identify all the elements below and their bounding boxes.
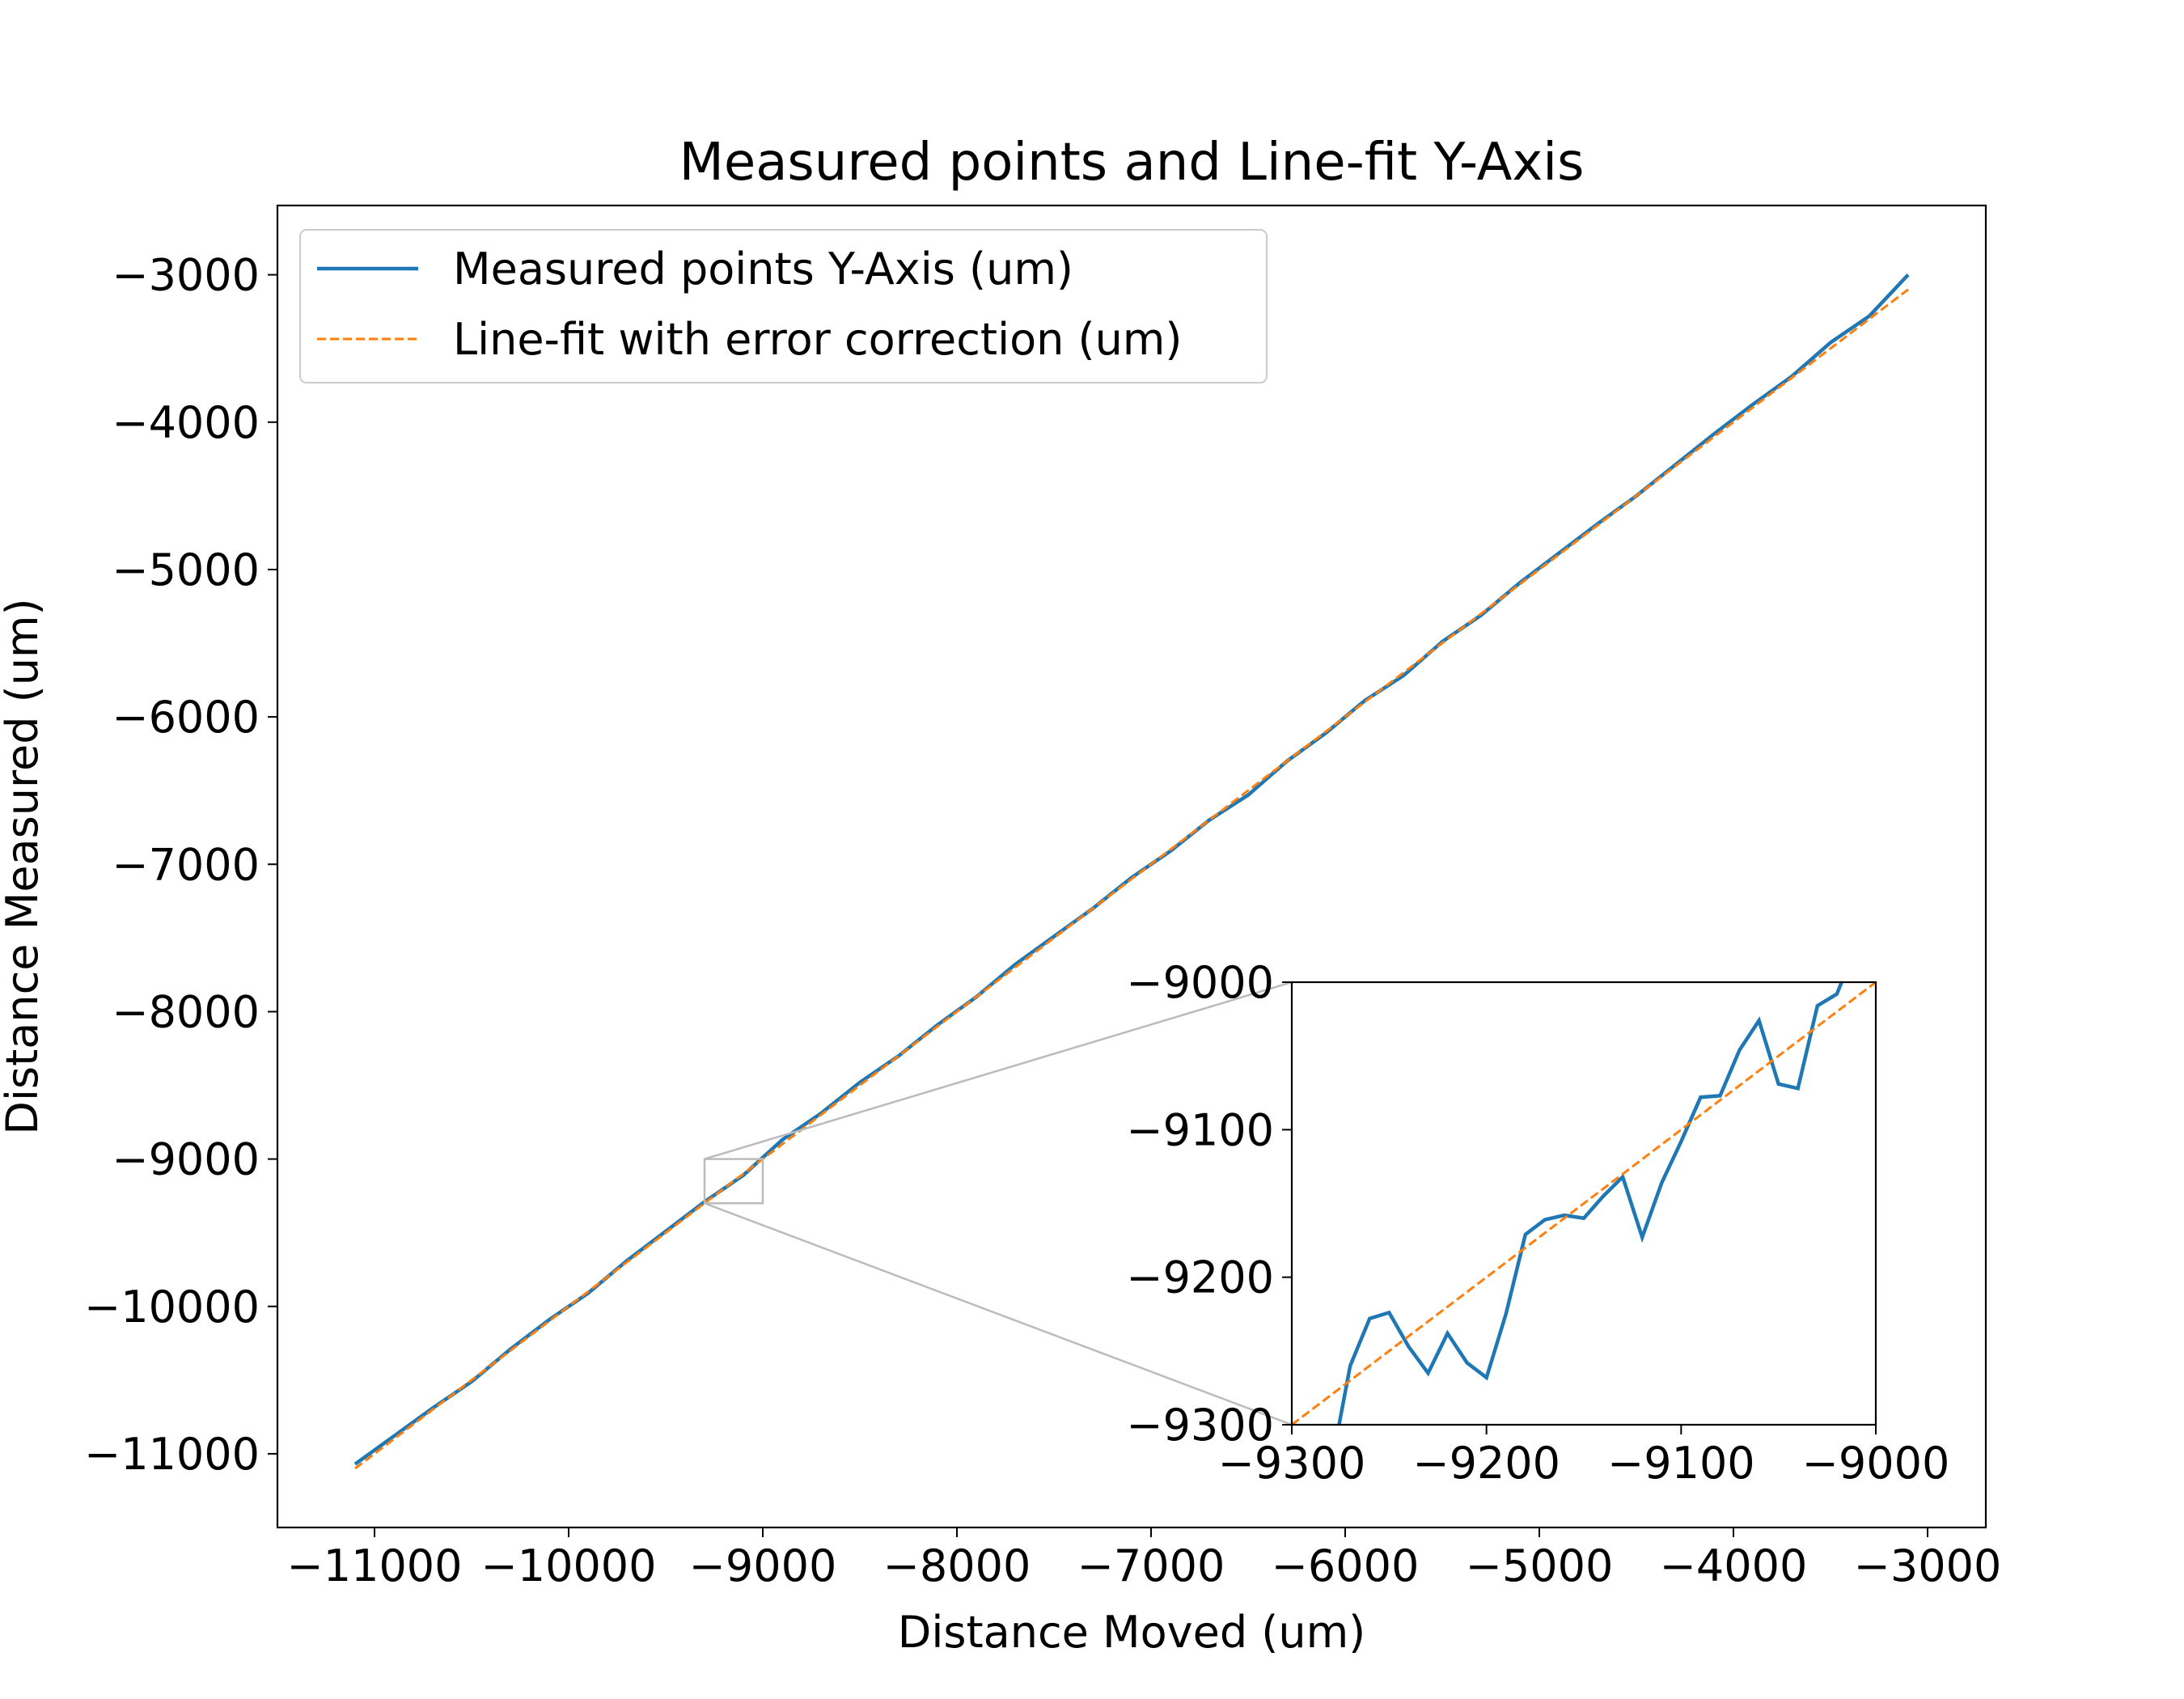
legend: Measured points Y-Axis (um) Line-fit with…	[299, 229, 1268, 383]
x-tick-label: −4000	[1660, 1540, 1808, 1591]
y-tick-label: −9100	[1126, 1104, 1274, 1155]
y-tick-label: −9000	[112, 1134, 260, 1185]
y-axis-label: Distance Measured (um)	[0, 598, 48, 1134]
y-tick-label: −9300	[1126, 1400, 1274, 1451]
y-tick-label: −7000	[112, 839, 260, 890]
x-tick-label: −3000	[1854, 1540, 2002, 1591]
data-line	[354, 288, 1909, 1470]
y-tick-label: −6000	[112, 692, 260, 743]
x-tick-label: −6000	[1272, 1540, 1420, 1591]
y-tick-label: −5000	[112, 544, 260, 595]
y-tick-label: −10000	[84, 1282, 260, 1333]
y-tick-label: −3000	[112, 250, 260, 301]
axes-frame	[276, 204, 1987, 1529]
x-tick-label: −7000	[1077, 1540, 1225, 1591]
legend-label: Measured points Y-Axis (um)	[453, 244, 1073, 294]
x-tick-label: −9000	[1802, 1438, 1950, 1489]
chart-title: Measured points and Line-fit Y-Axis	[679, 133, 1585, 193]
x-tick-label: −9300	[1218, 1438, 1366, 1489]
x-tick-label: −9200	[1412, 1438, 1560, 1489]
y-tick-label: −9000	[1126, 957, 1274, 1008]
axes-frame	[1290, 981, 1877, 1426]
zoom-indicator	[703, 1158, 764, 1205]
x-tick-label: −10000	[480, 1540, 656, 1591]
x-tick-label: −5000	[1466, 1540, 1614, 1591]
zoom-connector	[704, 981, 1293, 1160]
data-line	[1292, 982, 1876, 1425]
x-tick-label: −9000	[689, 1540, 837, 1591]
y-tick-label: −11000	[84, 1429, 260, 1480]
x-tick-label: −8000	[883, 1540, 1031, 1591]
legend-label: Line-fit with error correction (um)	[453, 314, 1182, 365]
legend-box	[299, 229, 1268, 383]
data-line	[1337, 982, 1844, 1425]
y-tick-label: −4000	[112, 397, 260, 448]
y-tick-label: −9200	[1126, 1252, 1274, 1303]
x-axis-label: Distance Moved (um)	[898, 1607, 1366, 1658]
x-tick-label: −9100	[1607, 1438, 1755, 1489]
x-tick-label: −11000	[286, 1540, 462, 1591]
zoom-connector	[704, 1202, 1293, 1426]
y-tick-label: −8000	[112, 986, 260, 1037]
